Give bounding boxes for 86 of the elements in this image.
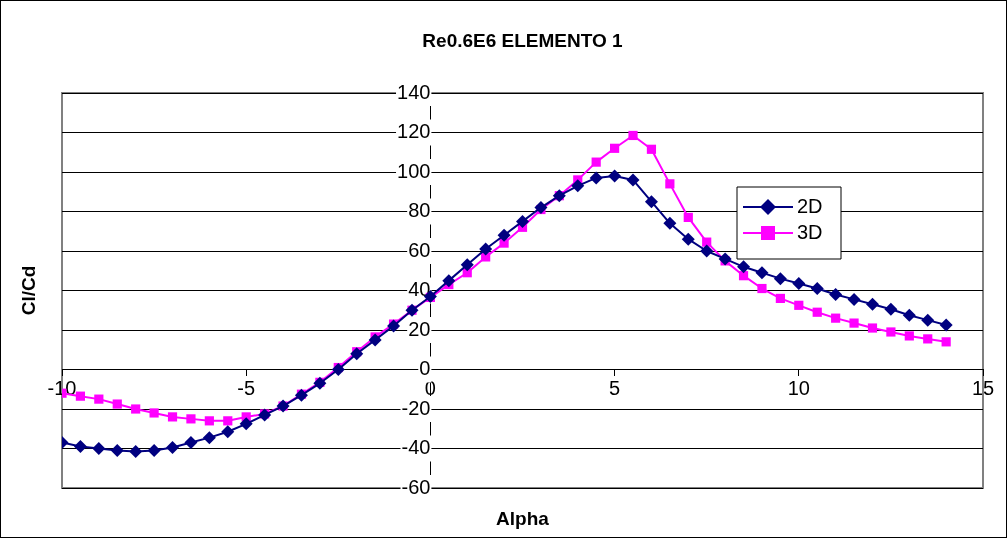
point (75, 391, 86, 401)
point (387, 319, 401, 333)
point (794, 300, 804, 310)
y-tick-label: 120 (397, 120, 431, 143)
point (460, 258, 474, 272)
x-axis-title: Alpha (496, 508, 550, 530)
y-tick-label: 20 (408, 317, 431, 340)
point (589, 171, 603, 185)
point (112, 399, 122, 409)
point (681, 232, 695, 246)
point (939, 318, 953, 332)
point (591, 157, 601, 167)
point (902, 308, 916, 322)
point (755, 266, 769, 280)
point (810, 282, 824, 296)
point (73, 440, 87, 454)
y-tick-label: -60 (401, 475, 431, 498)
point (683, 212, 693, 223)
point (516, 214, 529, 228)
legend-label: 2D (797, 194, 823, 217)
x-tick-label: 10 (787, 377, 810, 400)
y-tick-label: -20 (401, 396, 431, 419)
point (865, 297, 879, 311)
point (923, 334, 933, 344)
x-tick-label: -5 (237, 377, 256, 400)
point (129, 444, 143, 458)
point (497, 228, 511, 242)
point (442, 274, 456, 288)
point (812, 307, 822, 317)
y-axis-title: Cl/Cd (18, 265, 40, 316)
point (718, 252, 732, 266)
point (849, 318, 859, 328)
point (941, 337, 951, 347)
point (221, 425, 235, 439)
y-tick-label: -40 (401, 436, 431, 459)
y-tick-label: 40 (408, 278, 431, 301)
point (775, 293, 785, 303)
point (646, 144, 657, 154)
x-tick-label: 15 (971, 377, 995, 400)
point (884, 302, 898, 316)
point (644, 195, 658, 209)
point (147, 443, 161, 457)
y-tick-label: 80 (408, 199, 431, 222)
y-tick-label: 60 (408, 238, 431, 261)
point (867, 323, 878, 333)
point (886, 327, 896, 337)
point (368, 333, 382, 347)
point (700, 244, 714, 258)
x-tick-label: 5 (609, 377, 621, 400)
point (167, 412, 178, 422)
point (757, 283, 767, 294)
point (847, 292, 861, 306)
y-tick-label: 140 (397, 80, 431, 103)
point (665, 179, 675, 189)
point (186, 414, 196, 424)
point (921, 313, 935, 327)
legend-label: 3D (797, 220, 823, 243)
point (149, 408, 159, 418)
point (831, 313, 841, 323)
point (223, 416, 233, 426)
point (610, 143, 620, 153)
point (663, 216, 677, 230)
point (608, 169, 622, 183)
point (204, 416, 214, 426)
point (571, 179, 585, 193)
point (738, 271, 749, 281)
point (829, 287, 843, 301)
point (792, 277, 806, 291)
point (166, 441, 180, 455)
y-tick-label: 100 (397, 159, 431, 182)
point (94, 394, 104, 404)
point (131, 404, 141, 414)
point (773, 272, 787, 286)
point (92, 442, 106, 455)
point (479, 242, 493, 256)
point (350, 347, 364, 361)
point (626, 173, 640, 187)
point (904, 331, 914, 341)
point (202, 431, 216, 445)
point (628, 130, 638, 141)
y-tick-label: 0 (419, 357, 431, 380)
chart-title: Re0.6E6 ELEMENTO 1 (422, 30, 624, 52)
point (239, 417, 253, 431)
point (737, 260, 751, 274)
point (110, 443, 124, 457)
point (184, 436, 198, 450)
